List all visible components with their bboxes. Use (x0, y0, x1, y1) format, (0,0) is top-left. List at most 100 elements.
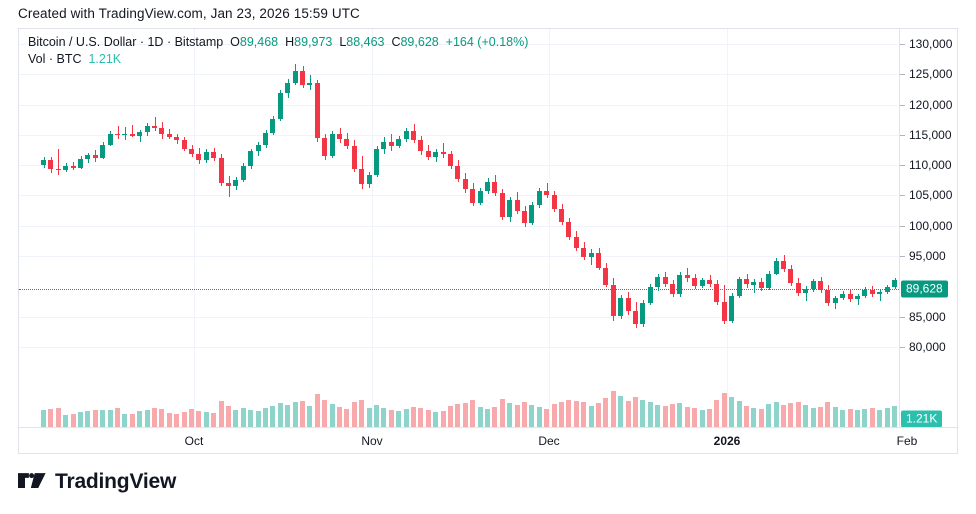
candle-body-down (189, 148, 194, 154)
candle-body-down (425, 151, 431, 157)
candle-body-down (115, 134, 120, 136)
candle-wick (229, 175, 230, 198)
candle-body-down (470, 189, 476, 203)
current-price-badge: 89,628 (901, 280, 948, 298)
current-price-line (19, 288, 899, 290)
date-tick-label: 2026 (713, 434, 741, 448)
tradingview-mark-icon (18, 472, 46, 488)
candle-body-up (263, 133, 268, 145)
volume-bar-up (381, 407, 387, 427)
volume-bar-down (721, 392, 727, 427)
volume-bar-down (337, 406, 342, 427)
price-tick-label: 100,000 (909, 218, 953, 233)
candle-wick (443, 143, 444, 158)
candle-body-up (477, 191, 483, 203)
time-scale-axis[interactable]: Oct Nov Dec 2026 Feb (19, 427, 957, 453)
candle-body-down (744, 279, 749, 285)
candle-body-down (603, 267, 609, 285)
candle-body-down (92, 154, 98, 158)
date-tick-label: Oct (184, 434, 204, 448)
candle-body-down (795, 282, 801, 293)
volume-bar-down (159, 408, 165, 427)
volume-bar-down (92, 410, 98, 427)
volume-bar-up (292, 402, 298, 427)
gridline-horizontal (19, 134, 899, 136)
candle-body-up (41, 159, 46, 165)
candle-wick (754, 279, 755, 293)
candle-body-up (78, 158, 83, 169)
date-tick-label: Dec (538, 434, 560, 448)
candle-body-up (862, 289, 868, 296)
candle-body-down (218, 157, 224, 183)
candle-body-down (174, 136, 180, 141)
volume-bar-down (818, 406, 823, 427)
candle-body-up (647, 286, 653, 303)
candle-body-down (596, 253, 601, 268)
candle-body-down (788, 269, 794, 283)
candle-body-down (818, 281, 823, 290)
candle-body-up (618, 297, 624, 316)
candle-body-up (840, 293, 846, 298)
candle-body-down (625, 297, 631, 312)
price-tick-label: 130,000 (909, 37, 953, 52)
candle-body-down (573, 237, 579, 248)
candle-body-up (107, 134, 113, 145)
volume-bar-down (322, 399, 328, 427)
candle-body-up (485, 181, 490, 192)
candle-wick (310, 74, 311, 91)
candle-body-down (847, 293, 853, 300)
volume-bar-up (270, 405, 276, 427)
volume-bar-up (329, 404, 335, 427)
candle-body-down (314, 82, 320, 138)
candle-body-up (396, 139, 402, 146)
candle-wick (806, 285, 807, 301)
candle-body-down (707, 280, 712, 284)
volume-bar-up (485, 409, 490, 427)
candle-body-down (129, 133, 135, 136)
volume-bar-up (736, 401, 742, 427)
candle-body-up (248, 151, 254, 167)
volume-bar-down (411, 406, 416, 427)
volume-bar-down (684, 406, 690, 427)
chart-plot-area[interactable] (19, 29, 899, 427)
volume-bar-up (240, 408, 246, 427)
volume-bar-down (596, 403, 601, 427)
volume-bar-down (744, 406, 749, 427)
candle-body-down (196, 153, 202, 161)
price-tick-mark (900, 74, 905, 76)
volume-bar-down (670, 404, 675, 427)
volume-bar-up (803, 405, 809, 427)
candle-body-up (810, 281, 816, 289)
volume-bar-down (795, 402, 801, 427)
price-scale-axis[interactable]: 130,000 125,000 120,000 115,000 110,000 105,0… (899, 29, 957, 428)
candle-body-down (721, 302, 727, 321)
volume-bar-down (115, 408, 120, 427)
candle-body-down (581, 247, 587, 258)
candle-body-down (411, 130, 416, 141)
volume-bar-up (366, 408, 372, 427)
volume-bar-up (85, 411, 91, 427)
volume-bar-up (855, 410, 860, 427)
candle-body-up (329, 133, 335, 156)
candle-body-down (869, 289, 875, 295)
volume-bar-up (832, 406, 838, 427)
volume-bar-up (529, 404, 535, 427)
candle-body-up (63, 165, 69, 171)
candle-body-up (507, 200, 513, 217)
volume-bar-down (226, 405, 231, 427)
tradingview-logo[interactable]: TradingView (18, 470, 176, 494)
volume-bar-down (440, 410, 446, 427)
price-tick-mark (900, 256, 905, 258)
volume-bar-down (581, 402, 587, 427)
volume-bar-up (647, 402, 653, 427)
volume-bar-down (129, 413, 135, 427)
volume-bar-up (766, 403, 772, 427)
price-tick-label: 105,000 (909, 188, 953, 203)
price-tick-label: 110,000 (909, 158, 952, 173)
candle-body-down (388, 141, 394, 146)
volume-bar-down (692, 408, 698, 427)
volume-bar-up (396, 411, 402, 427)
volume-bar-down (758, 408, 764, 427)
candle-body-down (559, 208, 564, 223)
volume-bar-down (544, 408, 550, 427)
